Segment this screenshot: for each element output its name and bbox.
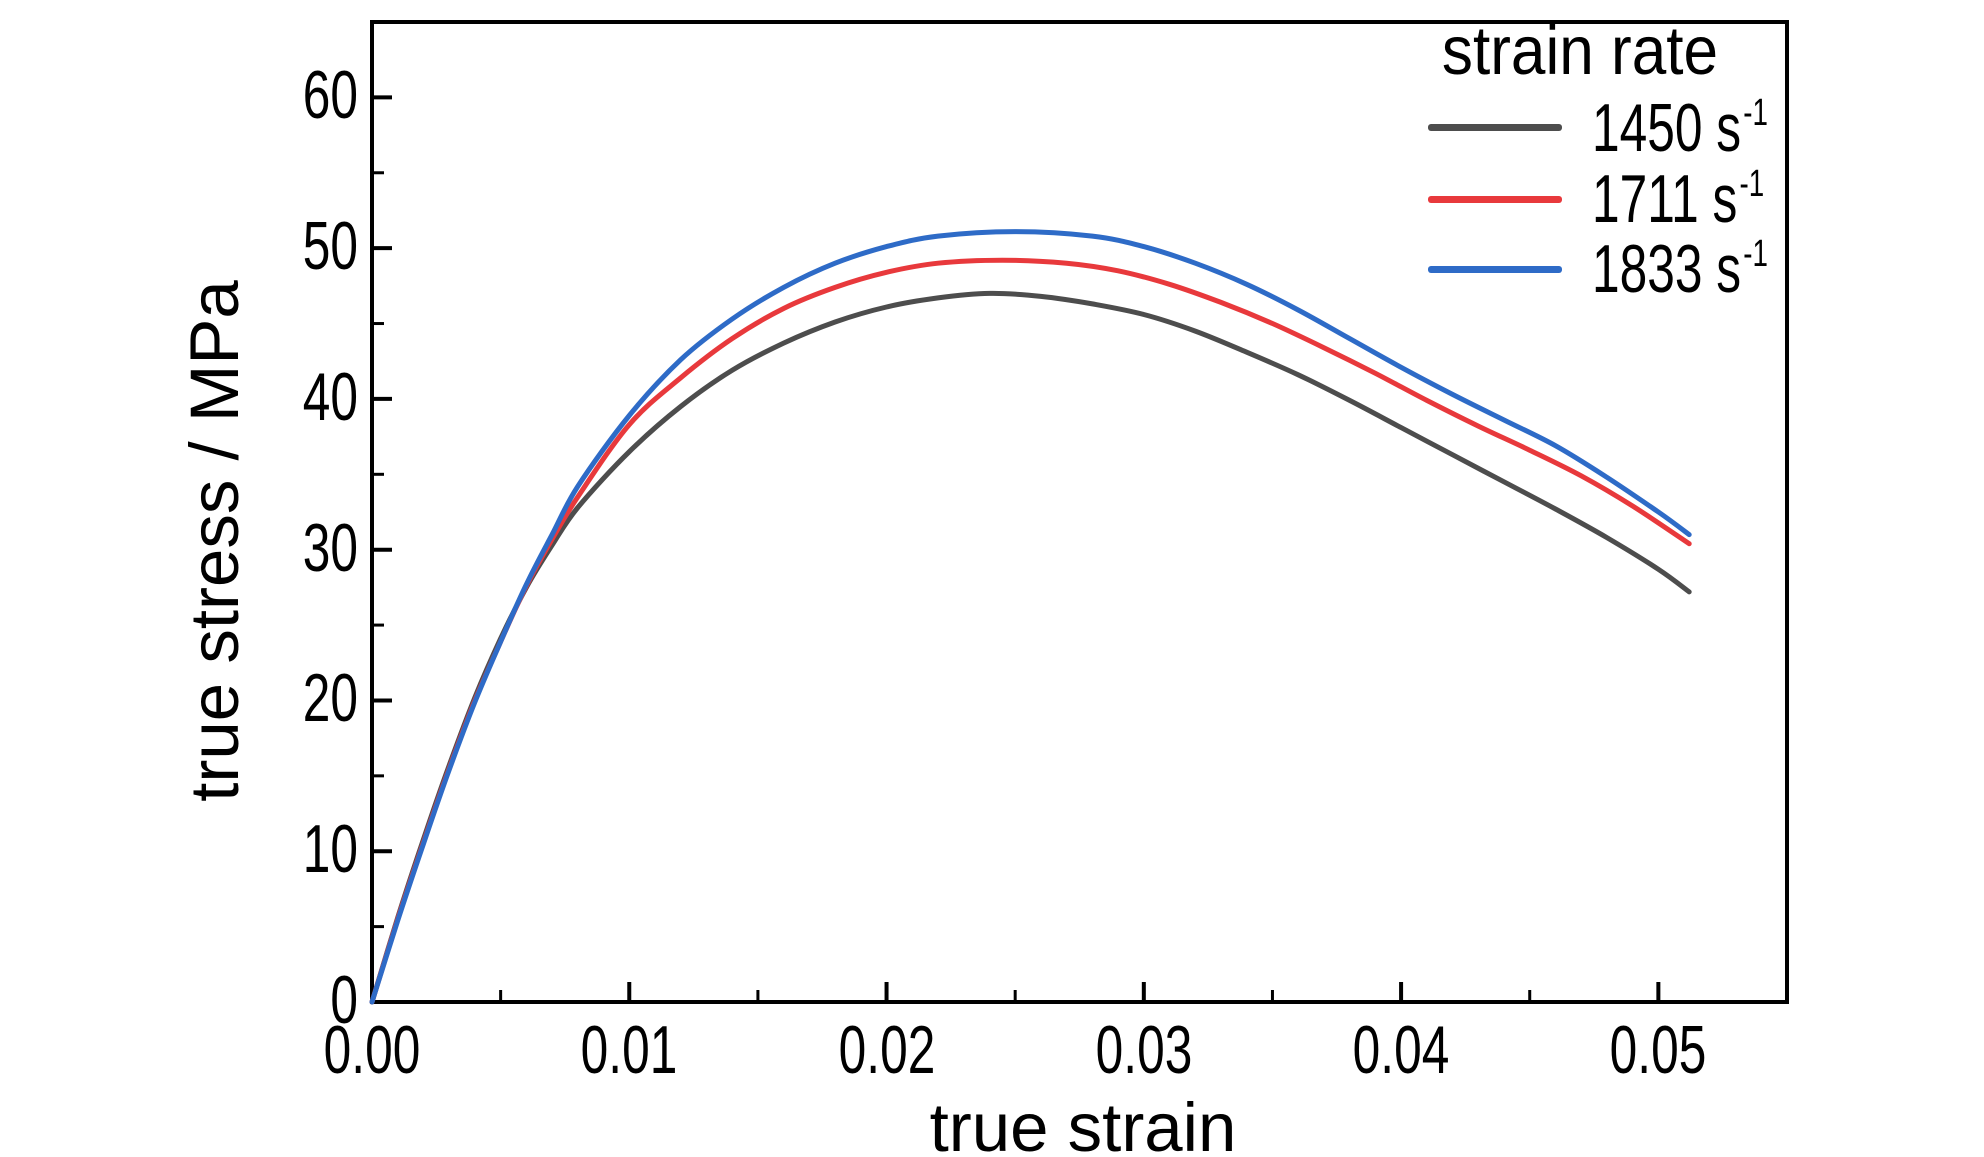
y-tick-label: 50 bbox=[302, 208, 358, 285]
series-line-1450 bbox=[369, 290, 1692, 1005]
y-tick-label: 0 bbox=[330, 962, 358, 1038]
x-tick-label: 0.05 bbox=[1610, 1012, 1707, 1088]
y-tick-label: 60 bbox=[302, 57, 358, 134]
y-tick-label: 30 bbox=[302, 509, 358, 586]
y-tick-label: 20 bbox=[302, 660, 358, 737]
x-tick-label: 0.04 bbox=[1352, 1012, 1450, 1088]
y-tick-label: 40 bbox=[302, 358, 358, 435]
plot-frame bbox=[370, 20, 1789, 1004]
x-tick-label: 0.00 bbox=[323, 1012, 421, 1088]
series-line-1711 bbox=[369, 257, 1692, 1005]
x-tick-label: 0.03 bbox=[1095, 1012, 1193, 1088]
x-tick-label: 0.01 bbox=[580, 1012, 678, 1088]
series-line-1833 bbox=[369, 229, 1692, 1005]
x-tick-label: 0.02 bbox=[838, 1012, 935, 1088]
y-tick-label: 10 bbox=[302, 811, 358, 888]
x-axis-title: true strain bbox=[929, 1089, 1237, 1157]
